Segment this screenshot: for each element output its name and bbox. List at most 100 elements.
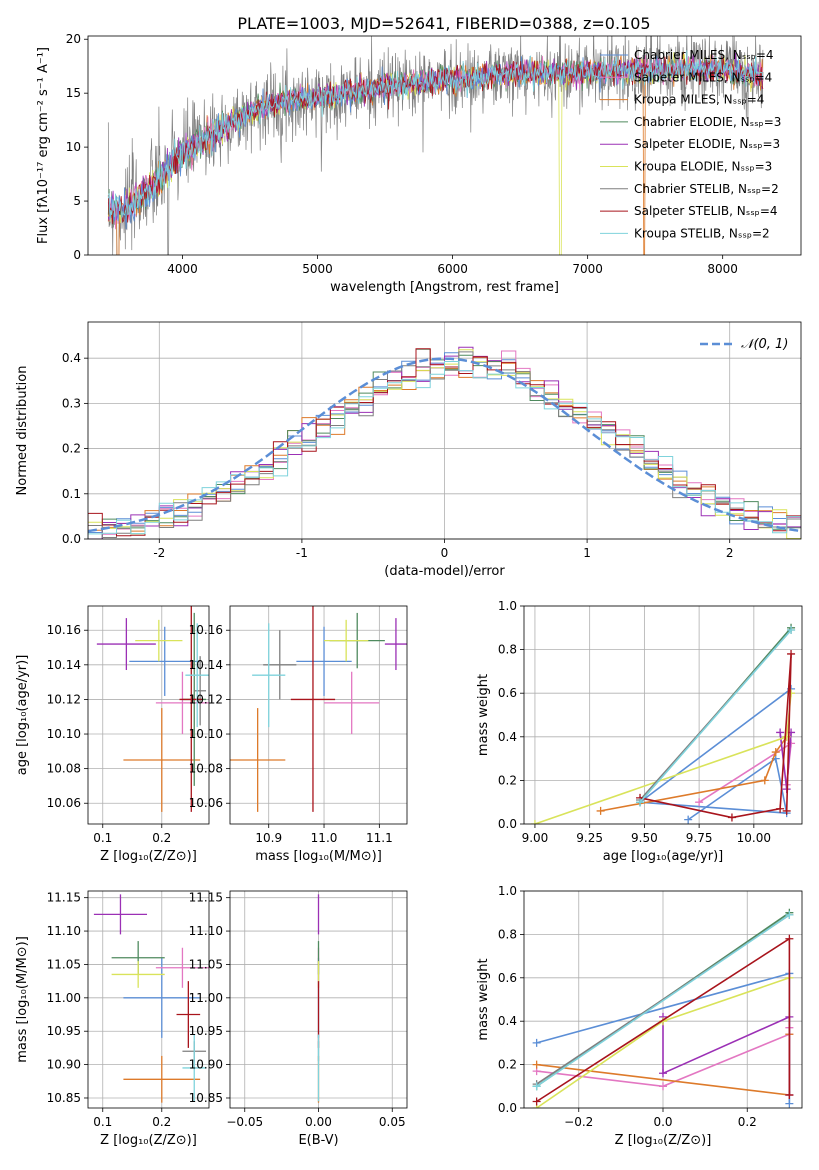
x-tick-label: −0.05 xyxy=(226,1115,263,1129)
y-tick-label: 0.4 xyxy=(62,351,81,365)
gaussian-curve xyxy=(88,357,799,533)
y-tick-label: 10.10 xyxy=(189,727,223,741)
y-tick-label: 0.6 xyxy=(498,971,517,985)
y-axis-label: mass weight xyxy=(476,674,491,756)
y-tick-label: 0.3 xyxy=(62,396,81,410)
x-tick-label: 9.50 xyxy=(631,831,658,845)
x-axis-label: Z [log₁₀(Z/Z⊙)] xyxy=(100,849,197,864)
legend-entry: Kroupa STELIB, Nₛₛₚ=2 xyxy=(634,226,770,240)
plot-area-mass_vs_Z xyxy=(93,894,209,1103)
mass-weight-marker-chabrier_miles xyxy=(785,1099,794,1108)
y-tick-label: 0.8 xyxy=(498,927,517,941)
legend-entry: 𝒩(0, 1) xyxy=(741,337,788,352)
x-tick-label: 0.00 xyxy=(305,1115,332,1129)
panel-mass_vs_Z: 0.1 0.2 10.85 10.90 10.95 11.00 11.05 11.10 11.1… xyxy=(15,890,210,1148)
y-tick-label: 0.2 xyxy=(62,442,81,456)
y-tick-label: 10.12 xyxy=(189,692,223,706)
x-axis-label: wavelength [Angstrom, rest frame] xyxy=(330,280,559,295)
histogram-chabrier_stelib xyxy=(88,351,801,539)
y-tick-label: 0.0 xyxy=(498,1101,517,1115)
panel-age_vs_mass: 10.9 11.0 11.1 10.06 10.08 10.10 10.12 10.14 10.… xyxy=(189,605,408,864)
mass-weight-line-salpeter_elodie xyxy=(662,1015,791,1095)
y-tick-label: 11.15 xyxy=(189,891,223,905)
y-tick-label: 11.00 xyxy=(47,991,81,1005)
y-tick-label: 11.05 xyxy=(189,957,223,971)
mass-weight-marker-kroupa_stelib xyxy=(787,625,796,634)
axes-frame xyxy=(523,890,803,1109)
mass-weight-marker-kroupa_elodie xyxy=(530,820,539,824)
x-tick-label: 7000 xyxy=(572,262,603,276)
panel-mass_weight_vs_age: 9.00 9.25 9.50 9.75 10.00 0.0 0.2 0.4 0.6 0.8 1.0 a… xyxy=(476,599,803,864)
axes-frame xyxy=(87,35,802,256)
mass-weight-marker-kroupa_stelib xyxy=(636,798,645,807)
mass-weight-marker-salpeter_stelib xyxy=(787,649,796,658)
y-tick-label: 10.14 xyxy=(189,658,223,672)
y-tick-label: 10.16 xyxy=(47,623,81,637)
panel-age_vs_Z: 0.1 0.2 10.06 10.08 10.10 10.12 10.14 10.16 Z [l… xyxy=(15,605,210,864)
y-tick-label: 10.06 xyxy=(189,796,223,810)
y-tick-label: 10 xyxy=(66,140,81,154)
y-tick-label: 10.85 xyxy=(47,1091,81,1105)
y-tick-label: 0.4 xyxy=(498,730,517,744)
plot-area-residual_hist xyxy=(88,346,801,539)
y-tick-label: 11.15 xyxy=(47,891,81,905)
mass-weight-marker-salpeter_stelib xyxy=(785,934,794,943)
x-tick-label: 0 xyxy=(441,546,449,560)
legend-entry: Salpeter ELODIE, Nₛₛₚ=3 xyxy=(634,137,780,151)
y-tick-label: 5 xyxy=(73,194,81,208)
x-axis-label: age [log₁₀(age/yr)] xyxy=(603,849,724,864)
y-tick-label: 10.12 xyxy=(47,692,81,706)
x-tick-label: 11.1 xyxy=(366,831,393,845)
mass-weight-marker-kroupa_miles xyxy=(596,806,605,815)
panel-mass_vs_ebv: −0.05 0.00 0.05 10.85 10.90 10.95 11.00 11.05 11… xyxy=(189,890,408,1148)
plot-area-age_vs_Z xyxy=(96,606,209,812)
mass-weight-marker-salpeter_stelib xyxy=(776,804,785,813)
legend-entry: Kroupa MILES, Nₛₛₚ=4 xyxy=(634,93,764,107)
mass-weight-marker-chabrier_miles xyxy=(532,1038,541,1047)
y-tick-label: 11.00 xyxy=(189,991,223,1005)
y-tick-label: 10.85 xyxy=(189,1091,223,1105)
mass-weight-marker-salpeter_stelib xyxy=(785,1090,794,1099)
plot-area-age_vs_mass xyxy=(230,606,407,812)
y-tick-label: 10.08 xyxy=(47,762,81,776)
x-tick-label: 0.1 xyxy=(93,1115,112,1129)
mass-weight-marker-salpeter_miles xyxy=(695,798,704,807)
mass-weight-line-kroupa_stelib xyxy=(639,629,792,803)
legend-entry: Chabrier ELODIE, Nₛₛₚ=3 xyxy=(634,115,781,129)
y-axis-label: Flux [fλ10⁻¹⁷ erg cm⁻² s⁻¹ A⁻¹] xyxy=(36,47,51,244)
y-tick-label: 0.0 xyxy=(498,817,517,831)
x-axis-label: Z [log₁₀(Z/Z⊙)] xyxy=(100,1133,197,1148)
x-tick-label: 5000 xyxy=(302,262,333,276)
legend-entry: Chabrier MILES, Nₛₛₚ=4 xyxy=(634,48,774,62)
histogram-kroupa_stelib xyxy=(88,361,801,539)
mass-weight-line-salpeter_stelib xyxy=(639,653,792,819)
x-tick-label: 0.2 xyxy=(152,831,171,845)
spectrum-line-kroupa_stelib xyxy=(107,50,764,220)
figure-title: PLATE=1003, MJD=52641, FIBERID=0388, z=0… xyxy=(237,14,650,33)
legend-entry: Salpeter MILES, Nₛₛₚ=4 xyxy=(634,70,772,84)
mass-weight-marker-kroupa_miles xyxy=(760,776,769,785)
mass-weight-marker-salpeter_stelib xyxy=(782,806,791,815)
y-tick-label: 10.08 xyxy=(189,762,223,776)
y-tick-label: 1.0 xyxy=(498,599,517,613)
x-tick-label: −0.2 xyxy=(564,1115,593,1129)
y-tick-label: 0.2 xyxy=(498,1058,517,1072)
legend-entry: Kroupa ELODIE, Nₛₛₚ=3 xyxy=(634,160,772,174)
mass-weight-marker-chabrier_miles xyxy=(684,815,693,824)
y-tick-label: 11.10 xyxy=(189,924,223,938)
axes-frame xyxy=(523,605,803,825)
axes-frame xyxy=(87,605,210,825)
mass-weight-marker-salpeter_stelib xyxy=(727,813,736,822)
mass-weight-marker-salpeter_miles xyxy=(659,1082,667,1091)
panel-spectrum: 4000 5000 6000 7000 8000 0 5 10 15 20 wavelength [… xyxy=(36,32,802,295)
y-tick-label: 0.0 xyxy=(62,532,81,546)
x-tick-label: -1 xyxy=(296,546,308,560)
y-tick-label: 10.90 xyxy=(47,1058,81,1072)
x-axis-label: Z [log₁₀(Z/Z⊙)] xyxy=(615,1133,712,1148)
mass-weight-marker-salpeter_elodie xyxy=(776,728,785,737)
y-tick-label: 11.10 xyxy=(47,924,81,938)
y-axis-label: mass weight xyxy=(476,958,491,1040)
y-tick-label: 11.05 xyxy=(47,957,81,971)
mass-weight-line-kroupa_miles xyxy=(600,736,788,812)
y-tick-label: 10.14 xyxy=(47,658,81,672)
